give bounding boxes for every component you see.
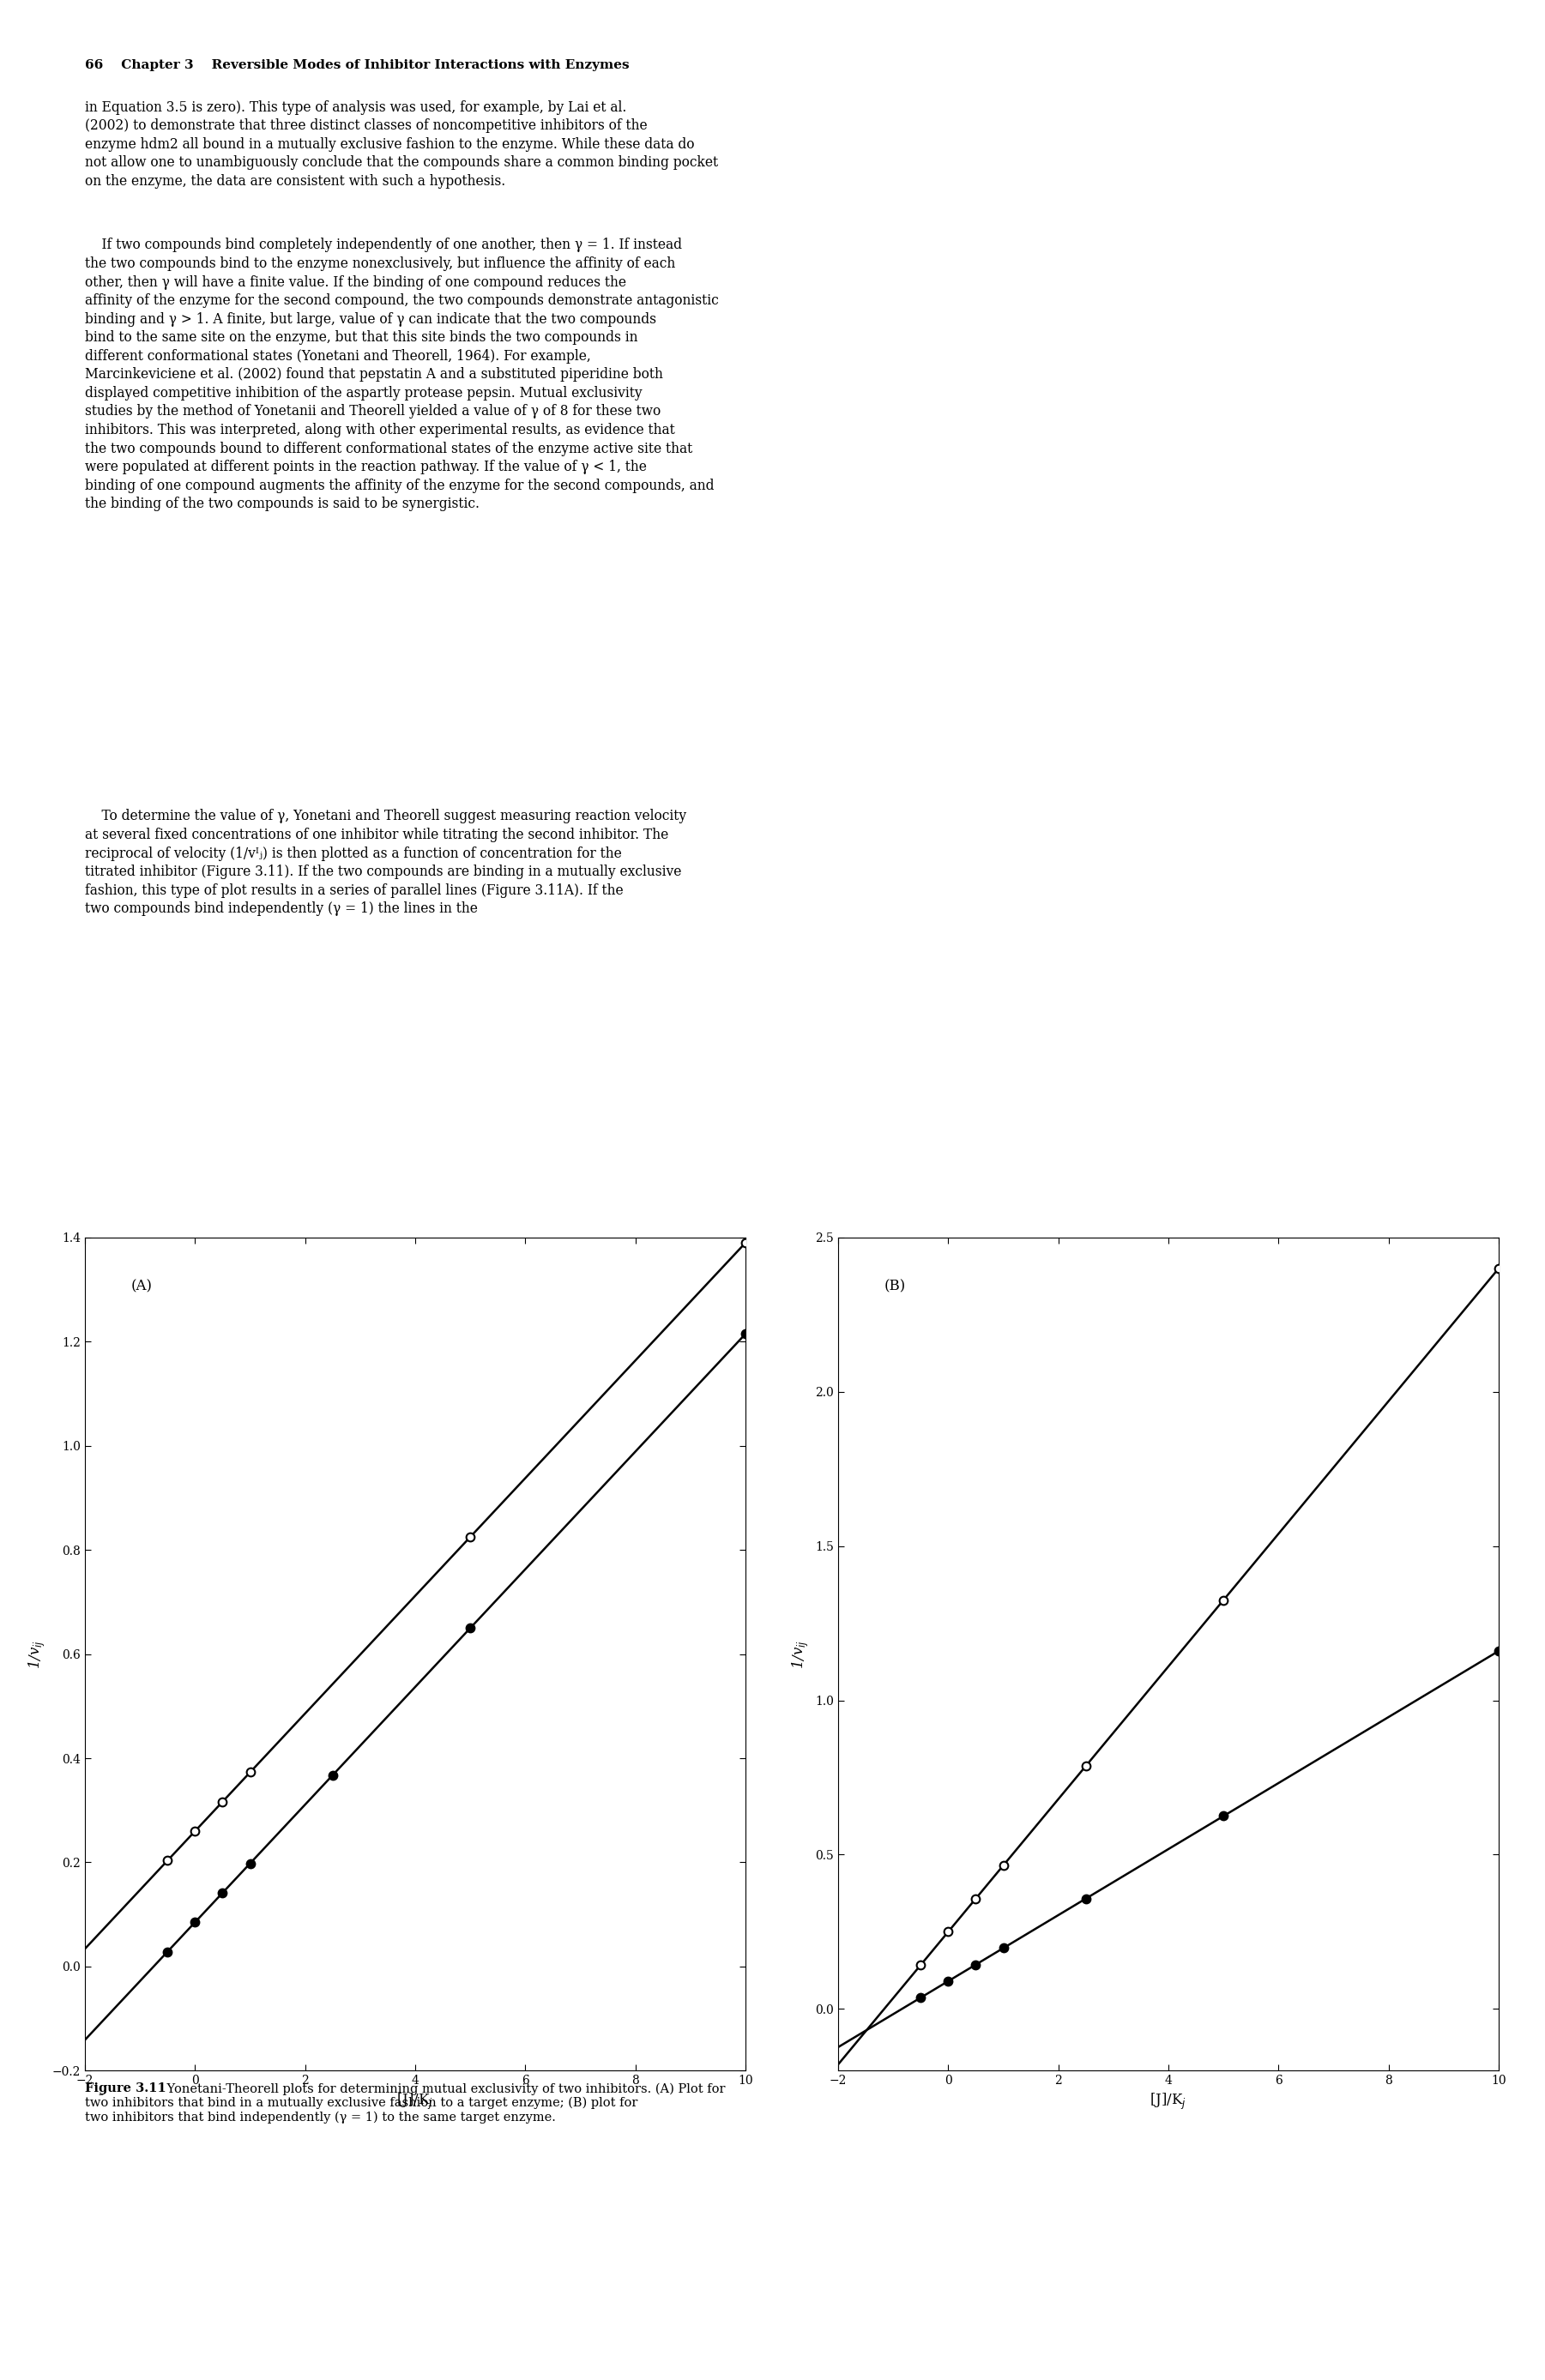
Text: To determine the value of γ, Yonetani and Theorell suggest measuring reaction ve: To determine the value of γ, Yonetani an… (85, 809, 686, 916)
Text: Figure 3.11   Yonetani-Theorell plots for determining mutual exclusivity of two : Figure 3.11 Yonetani-Theorell plots for … (85, 2082, 1545, 2094)
Y-axis label: 1/v$_{ij}$: 1/v$_{ij}$ (791, 1640, 811, 1668)
X-axis label: [J]/K$_j$: [J]/K$_j$ (1149, 2092, 1187, 2111)
Text: in Equation 3.5 is zero). This type of analysis was used, for example, by Lai et: in Equation 3.5 is zero). This type of a… (85, 100, 718, 188)
Text: Figure 3.11: Figure 3.11 (85, 2082, 167, 2094)
Text: Figure 3.11: Figure 3.11 (85, 2082, 167, 2094)
Text: 66    Chapter 3    Reversible Modes of Inhibitor Interactions with Enzymes: 66 Chapter 3 Reversible Modes of Inhibit… (85, 60, 629, 71)
Text: (A): (A) (131, 1280, 153, 1295)
Text: If two compounds bind completely independently of one another, then γ = 1. If in: If two compounds bind completely indepen… (85, 238, 718, 512)
X-axis label: [J]/K$_j$: [J]/K$_j$ (397, 2092, 434, 2111)
Y-axis label: 1/v$_{ij}$: 1/v$_{ij}$ (28, 1640, 48, 1668)
Text: Figure 3.11  Yonetani-Theorell plots for determining mutual exclusivity of two i: Figure 3.11 Yonetani-Theorell plots for … (85, 2082, 725, 2123)
Text: Figure 3.11: Figure 3.11 (85, 2082, 167, 2094)
Text: (B): (B) (884, 1280, 905, 1295)
